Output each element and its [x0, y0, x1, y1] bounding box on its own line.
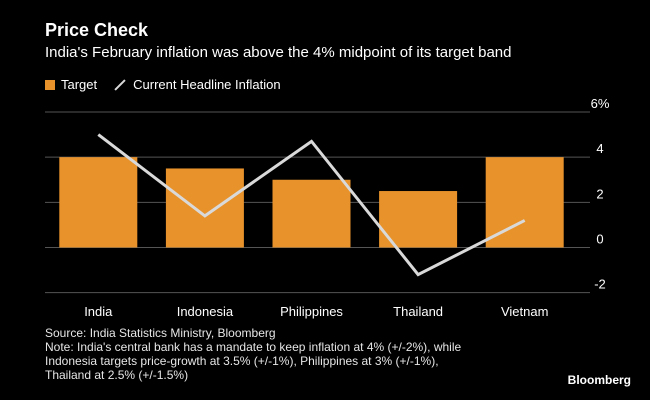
bar-thailand — [379, 191, 458, 248]
source-note: Source: India Statistics Ministry, Bloom… — [45, 326, 276, 340]
y-tick-label-0: 6% — [591, 96, 610, 111]
y-tick-label-3: 0 — [596, 232, 603, 247]
x-tick-label-vietnam: Vietnam — [501, 304, 548, 319]
note-line-1: Note: India's central bank has a mandate… — [45, 340, 462, 354]
bloomberg-logo: Bloomberg — [567, 373, 631, 387]
bar-indonesia — [165, 168, 244, 248]
legend-target-label: Target — [61, 77, 98, 92]
note-line-2: Indonesia targets price-growth at 3.5% (… — [45, 354, 439, 368]
x-tick-label-india: India — [84, 304, 113, 319]
bar-india — [59, 157, 138, 248]
y-tick-label-4: -2 — [594, 277, 606, 292]
headline-inflation-line — [97, 133, 526, 277]
x-tick-label-thailand: Thailand — [393, 304, 443, 319]
x-tick-label-philippines: Philippines — [280, 304, 343, 319]
x-tick-label-indonesia: Indonesia — [177, 304, 234, 319]
chart-subtitle: India's February inflation was above the… — [45, 44, 512, 61]
note-line-3: Thailand at 2.5% (+/-1.5%) — [45, 368, 189, 382]
chart-footer: Source: India Statistics Ministry, Bloom… — [45, 326, 461, 382]
legend-target-swatch — [45, 79, 55, 90]
legend: Target Current Headline Inflation — [45, 77, 285, 92]
chart-title: Price Check — [45, 20, 149, 40]
legend-headline-label: Current Headline Inflation — [133, 77, 281, 92]
y-tick-label-2: 2 — [596, 186, 603, 201]
bar-philippines — [272, 179, 351, 248]
y-tick-label-1: 4 — [596, 141, 603, 156]
